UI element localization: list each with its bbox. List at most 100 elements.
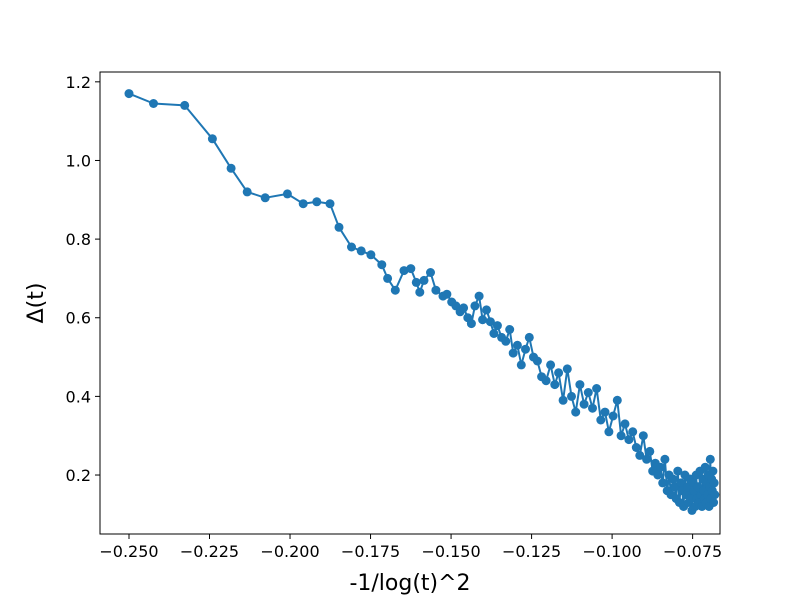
data-point [485,317,495,327]
data-point [149,99,158,108]
y-tick-label: 0.4 [66,387,91,406]
y-tick-label: 0.2 [66,466,91,485]
data-point [600,407,610,417]
y-tick-label: 1.2 [66,73,91,92]
data-point [298,199,308,209]
data-point [415,287,425,297]
data-point [377,260,387,270]
data-point [478,315,488,325]
data-point [708,466,718,476]
data-point [325,199,335,209]
x-tick-label: −0.075 [663,542,722,561]
data-point [658,478,668,488]
data-point [356,246,366,256]
data-point [554,368,564,378]
data-point [642,454,652,464]
data-point [645,446,655,456]
data-point [616,431,626,441]
data-point [592,384,602,393]
plot-frame [99,71,721,535]
data-point [431,285,441,295]
series-line [128,92,716,512]
data-point [608,411,618,421]
data-point [571,407,581,417]
data-point [470,301,480,311]
data-point [567,391,576,401]
data-point [596,415,606,425]
x-tick-label: −0.150 [421,542,480,561]
data-point [334,222,344,232]
x-tick-label: −0.200 [260,542,319,561]
data-point [558,395,568,405]
data-point [524,332,534,342]
data-point [312,197,322,207]
data-point [124,89,134,99]
data-point [705,454,715,464]
data-point [676,478,686,488]
data-point [583,388,593,397]
data-point [700,462,710,472]
data-point [226,163,236,173]
data-point [612,395,622,405]
data-point [653,470,663,480]
data-point [628,427,638,437]
data-point [180,100,190,110]
data-point [347,242,356,252]
y-axis-label: Δ(t) [24,283,49,324]
data-point [466,319,476,329]
data-point [411,277,421,287]
data-point [260,193,270,203]
data-point [668,474,678,484]
data-point [709,498,719,507]
data-point [442,289,452,299]
data-point [426,268,435,277]
data-point [512,340,522,350]
data-point [550,380,560,390]
y-tick-label: 0.6 [66,309,91,328]
data-point [532,356,542,366]
data-point [562,364,572,374]
data-point [638,431,648,441]
x-axis-label: -1/log(t)^2 [349,571,470,596]
data-point [501,336,511,346]
data-point [383,273,393,283]
data-point [482,305,491,315]
data-point [575,380,585,390]
data-point [242,187,252,197]
data-point [505,325,515,334]
data-point [588,403,597,413]
data-point [709,478,719,488]
x-axis: −0.250 −0.225 −0.200 −0.175 −0.150 −0.125 −0.1… [99,534,722,561]
x-tick-label: −0.225 [180,542,239,561]
x-tick-label: −0.250 [99,542,158,561]
data-point [459,303,469,313]
data-point [419,275,429,285]
data-point [620,419,630,429]
data-point [521,344,530,354]
data-point [579,399,589,409]
data-point [516,360,526,370]
data-point [541,376,551,386]
x-tick-label: −0.175 [341,542,400,561]
data-point [624,435,634,445]
data-point [673,466,683,476]
plot-area [124,89,720,515]
data-point [399,266,409,276]
y-tick-label: 0.8 [66,230,91,249]
data-point [710,490,720,500]
data-point [492,321,502,331]
data-point [390,285,400,295]
data-point [489,329,499,338]
data-point [207,134,217,144]
data-point [635,450,645,460]
data-point [631,443,641,452]
y-axis: 0.2 0.4 0.6 0.8 1.0 1.2 [66,73,100,485]
data-point [660,454,670,464]
data-point [604,427,614,437]
y-tick-label: 1.0 [66,151,91,170]
x-tick-label: −0.100 [582,542,641,561]
data-point [474,291,484,301]
data-point [282,189,292,199]
data-point [508,348,518,358]
